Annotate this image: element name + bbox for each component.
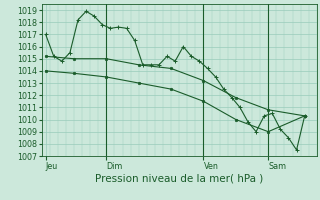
- X-axis label: Pression niveau de la mer( hPa ): Pression niveau de la mer( hPa ): [95, 173, 263, 183]
